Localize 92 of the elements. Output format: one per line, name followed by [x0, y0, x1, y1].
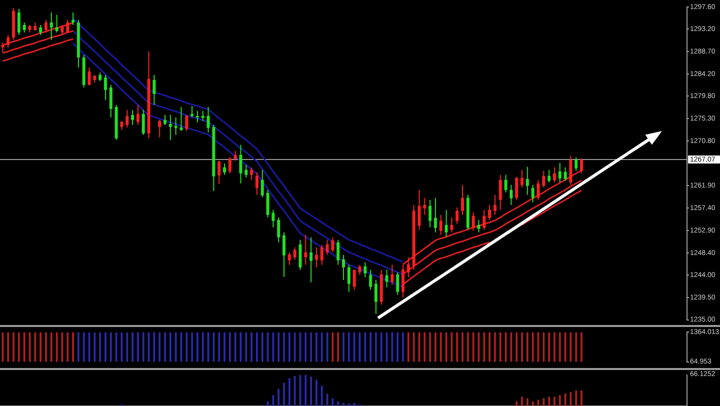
candlestick	[472, 212, 475, 232]
candlestick	[180, 106, 183, 132]
candlestick	[266, 189, 270, 218]
candlestick	[352, 269, 356, 290]
candlestick	[515, 176, 518, 200]
candlestick	[504, 174, 508, 193]
candlestick	[580, 158, 584, 174]
candlestick	[22, 22, 26, 33]
candlestick	[239, 144, 242, 184]
candlestick	[402, 264, 404, 298]
candlestick	[164, 114, 166, 126]
candlestick	[201, 110, 204, 122]
candlestick	[234, 150, 237, 162]
candlestick	[218, 160, 221, 184]
candlestick	[423, 197, 426, 216]
candlestick	[250, 166, 254, 180]
candlestick	[244, 164, 248, 178]
candlestick	[142, 109, 145, 136]
candlestick	[223, 162, 226, 176]
candlestick	[185, 114, 188, 132]
candlestick	[336, 239, 340, 266]
candlestick	[461, 184, 464, 216]
candlestick	[104, 74, 107, 100]
candlestick	[288, 252, 291, 266]
candlestick	[428, 199, 432, 228]
candlestick	[174, 116, 178, 136]
candlestick	[196, 110, 199, 123]
candlestick	[44, 19, 48, 33]
candlestick	[569, 155, 572, 186]
candlestick	[493, 194, 496, 216]
candlestick	[1, 42, 4, 53]
candlestick	[260, 169, 264, 198]
candlestick	[482, 209, 486, 230]
candlestick	[477, 219, 480, 233]
candlestick	[320, 244, 324, 266]
candlestick	[564, 166, 567, 182]
candlestick	[331, 236, 334, 253]
candlestick	[450, 216, 454, 233]
candlestick	[369, 269, 372, 290]
candlestick	[526, 166, 529, 196]
candlestick	[520, 169, 524, 188]
candlestick	[558, 162, 562, 183]
candlestick	[390, 264, 394, 286]
candlestick	[17, 8, 20, 36]
candlestick	[434, 197, 437, 233]
candlestick	[542, 170, 546, 188]
candlestick	[55, 14, 58, 33]
candlestick	[314, 246, 318, 268]
candlestick	[50, 12, 53, 40]
candlestick	[498, 174, 502, 210]
candlestick	[396, 272, 400, 296]
candlestick	[347, 264, 350, 292]
candlestick	[326, 239, 329, 256]
candlestick	[152, 74, 156, 106]
candlestick	[293, 246, 296, 260]
candlestick	[190, 105, 194, 118]
candlestick	[168, 114, 172, 140]
candlestick	[488, 204, 492, 220]
candlestick	[418, 189, 421, 230]
candlestick	[358, 264, 362, 276]
candlestick	[228, 156, 232, 174]
candlestick	[510, 184, 513, 206]
candlestick	[6, 34, 10, 48]
candlestick	[439, 214, 442, 236]
candlestick	[72, 12, 75, 26]
candlestick	[282, 232, 286, 278]
candlestick	[444, 209, 448, 238]
candlestick	[272, 209, 275, 228]
candlestick	[548, 169, 551, 183]
candlestick	[406, 256, 410, 278]
candlestick	[206, 106, 210, 133]
candlestick	[342, 254, 345, 280]
candlestick	[364, 262, 367, 278]
candlestick	[456, 206, 459, 224]
candlestick	[385, 269, 388, 288]
candlestick	[131, 109, 134, 126]
candlestick	[374, 279, 378, 314]
candlestick	[574, 156, 578, 172]
candlestick	[109, 84, 112, 118]
candlestick	[531, 184, 534, 203]
candlestick	[66, 19, 70, 33]
candlestick	[552, 166, 556, 183]
candlestick	[255, 172, 258, 196]
candlestick	[310, 236, 313, 283]
candlestick	[39, 24, 42, 36]
candlestick	[277, 216, 280, 243]
candlestick	[126, 109, 129, 128]
candlestick	[60, 24, 64, 36]
candlestick	[304, 234, 308, 266]
candlestick	[298, 239, 302, 270]
candlestick	[158, 119, 162, 138]
candlestick	[136, 104, 140, 126]
